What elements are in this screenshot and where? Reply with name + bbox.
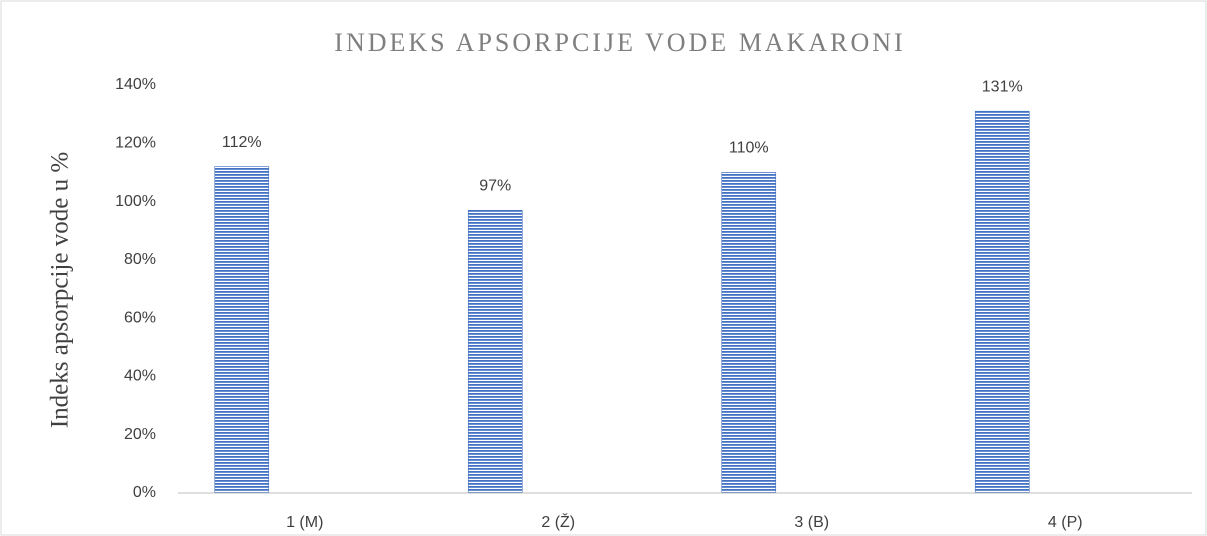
y-tick-label: 20%	[124, 426, 156, 443]
data-label: 110%	[729, 140, 769, 157]
bar	[974, 110, 1030, 494]
y-tick-label: 120%	[115, 135, 156, 152]
y-tick-label: 40%	[124, 368, 156, 385]
y-tick-label: 100%	[115, 193, 156, 210]
data-label: 97%	[479, 178, 511, 195]
y-tick-label: 0%	[133, 484, 156, 501]
x-tick-label: 4 (P)	[1048, 514, 1083, 531]
bar	[467, 210, 523, 494]
chart-title: INDEKS APSORPCIJE VODE MAKARONI	[334, 28, 905, 57]
y-tick-label: 140%	[115, 76, 156, 93]
bar	[214, 166, 270, 494]
y-tick-label: 80%	[124, 251, 156, 268]
x-tick-label: 2 (Ž)	[541, 512, 575, 531]
y-axis-label: Indeks apsorpcije vode u %	[47, 152, 74, 428]
bar	[721, 172, 777, 494]
data-label: 131%	[982, 78, 1023, 95]
x-tick-label: 1 (M)	[286, 514, 323, 531]
x-tick-label: 3 (B)	[794, 514, 829, 531]
data-label: 112%	[222, 134, 262, 151]
y-tick-label: 60%	[124, 309, 156, 326]
